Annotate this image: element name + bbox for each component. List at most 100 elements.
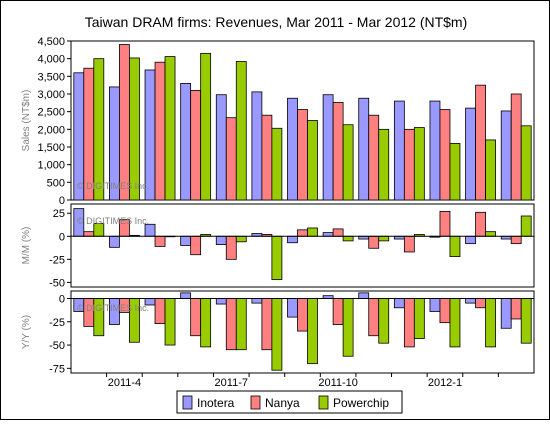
x-tick-label: 2012-1 (428, 377, 462, 389)
bar-2-1-6 (297, 298, 308, 332)
bar-2-0-10 (429, 298, 441, 312)
chart-title: Taiwan DRAM firms: Revenues, Mar 2011 - … (85, 14, 468, 30)
y-tick-label: 0 (59, 231, 65, 243)
bar-2-2-8 (378, 298, 390, 344)
bar-1-0-3 (180, 235, 192, 246)
y-tick-label: 25 (53, 208, 65, 220)
y-tick-label: 4,500 (37, 36, 65, 48)
bar-0-0-4 (215, 94, 227, 201)
y-tick-label: -75 (49, 363, 65, 375)
bar-0-0-11 (465, 107, 476, 201)
bar-1-1-0 (83, 231, 95, 237)
bar-0-2-0 (93, 58, 105, 201)
bar-0-0-6 (287, 97, 298, 201)
legend-label-0: Inotera (197, 396, 235, 410)
watermark: © DIGITIMES Inc. (77, 181, 149, 191)
bar-2-0-11 (465, 298, 476, 304)
bar-0-2-11 (485, 139, 496, 201)
bar-1-2-5 (271, 235, 283, 281)
legend: Inotera Nanya Powerchip (176, 390, 403, 414)
bar-1-1-10 (439, 210, 451, 237)
bar-2-1-5 (261, 298, 273, 351)
bar-0-1-12 (510, 93, 522, 201)
bar-0-2-10 (449, 143, 461, 201)
y-tick-label: -25 (49, 317, 65, 329)
bar-1-0-7 (322, 232, 334, 237)
bar-2-0-9 (393, 298, 405, 309)
bar-2-1-8 (368, 298, 380, 337)
bar-1-1-2 (154, 235, 166, 247)
bar-2-0-12 (500, 298, 512, 329)
bar-2-0-5 (251, 298, 263, 304)
y-tick-label: 3,500 (37, 71, 65, 83)
bar-1-1-4 (225, 235, 237, 260)
bar-1-2-4 (235, 235, 247, 243)
bar-2-2-4 (235, 298, 247, 351)
legend-box (176, 390, 403, 414)
bar-0-1-2 (154, 61, 166, 201)
chart-panels: 0 500 1,000 1,500 2,000 2,500 3,000 3,500 4,000 4… (21, 36, 535, 375)
bar-0-2-2 (164, 56, 176, 201)
y-tick-label: 0 (59, 195, 65, 207)
bar-2-2-5 (271, 298, 283, 371)
bar-2-0-6 (287, 298, 298, 318)
y-tick-label: 2,000 (37, 124, 65, 136)
bar-0-2-3 (200, 52, 212, 201)
bar-1-2-12 (520, 215, 532, 237)
bar-2-1-2 (154, 298, 166, 325)
bar-2-1-3 (190, 298, 202, 337)
bar-0-1-5 (261, 114, 273, 201)
bar-2-1-7 (332, 298, 344, 325)
bar-2-2-11 (485, 298, 496, 348)
x-tick-label: 2011-4 (108, 377, 141, 389)
bar-2-2-6 (307, 298, 318, 365)
bar-2-0-4 (215, 298, 227, 305)
bar-0-1-1 (119, 44, 130, 201)
y-axis-label: Y/Y (%) (21, 315, 32, 349)
bar-0-1-9 (403, 128, 415, 201)
legend-label-1: Nanya (265, 396, 300, 410)
bar-0-2-8 (378, 128, 390, 201)
bar-0-1-10 (439, 109, 451, 201)
bar-2-1-10 (439, 298, 451, 324)
legend-swatch-1 (250, 395, 261, 410)
bar-0-0-9 (393, 100, 405, 201)
y-tick-label: -50 (49, 277, 65, 289)
bar-2-1-9 (403, 298, 415, 348)
bar-0-1-11 (475, 84, 486, 201)
bar-0-0-12 (500, 110, 512, 201)
bar-1-0-1 (109, 235, 120, 248)
bar-2-0-8 (358, 292, 370, 299)
y-tick-label: 4,000 (37, 54, 65, 66)
bar-1-0-2 (144, 223, 156, 237)
bar-2-1-11 (475, 298, 486, 309)
bar-0-0-5 (251, 91, 263, 201)
watermark: © DIGITIMES Inc. (77, 216, 149, 226)
bar-2-2-7 (342, 298, 354, 357)
y-tick-label: 1,000 (37, 160, 65, 172)
bar-0-1-8 (368, 114, 380, 201)
bar-2-2-10 (449, 298, 461, 348)
bar-1-2-8 (378, 235, 390, 242)
bar-0-0-3 (180, 83, 192, 201)
bar-0-2-12 (520, 125, 532, 201)
bar-0-2-4 (235, 61, 247, 201)
panel-2: -75 -50 -25 0 Y/Y (%) © DIGITIMES Inc. (21, 290, 535, 375)
bar-1-2-11 (485, 231, 496, 237)
bar-0-1-6 (297, 109, 308, 201)
bar-0-0-7 (322, 94, 334, 201)
watermark: © DIGITIMES Inc. (77, 303, 149, 313)
bar-2-2-9 (413, 298, 425, 339)
bar-1-2-10 (449, 235, 461, 257)
bar-1-1-7 (332, 228, 344, 237)
y-tick-label: -50 (49, 340, 65, 352)
bar-2-1-12 (510, 298, 522, 320)
bar-2-1-4 (225, 298, 237, 351)
bar-1-1-9 (403, 235, 415, 253)
bar-0-2-7 (342, 124, 354, 201)
bar-0-0-8 (358, 97, 370, 201)
bar-0-2-1 (129, 57, 140, 201)
legend-label-2: Powerchip (333, 396, 389, 410)
